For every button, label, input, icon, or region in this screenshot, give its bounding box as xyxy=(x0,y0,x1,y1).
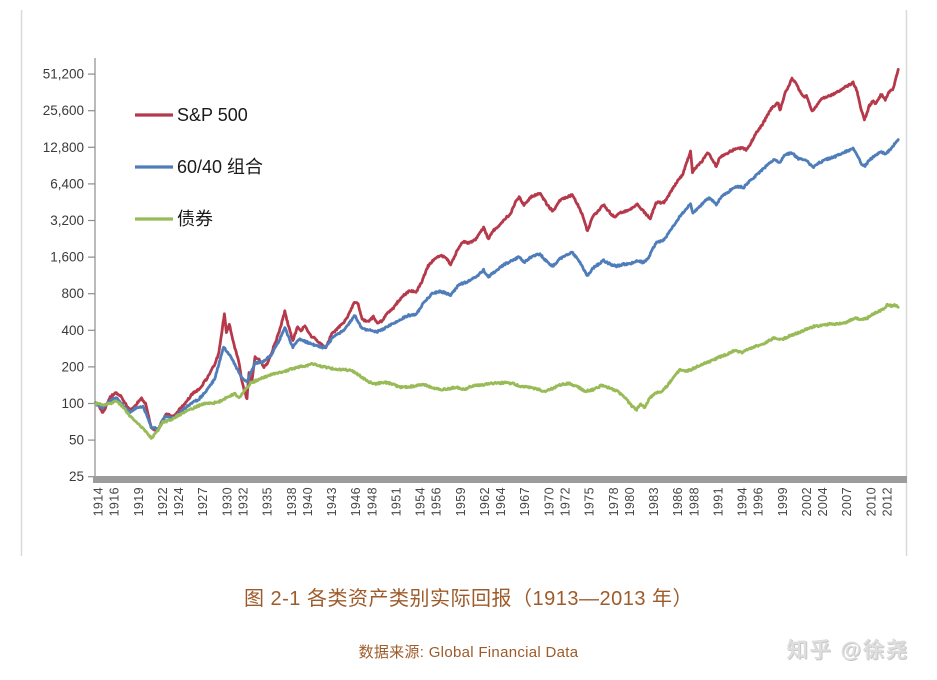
x-axis-label: 1914 xyxy=(92,487,106,516)
y-axis-label: 25 xyxy=(69,469,84,484)
x-axis-label: 1975 xyxy=(583,487,597,516)
x-axis-label: 1959 xyxy=(454,487,468,516)
x-axis-label: 1938 xyxy=(285,487,299,516)
y-axis-label: 200 xyxy=(61,359,84,374)
series-line-bonds xyxy=(94,302,900,440)
x-axis-label: 1930 xyxy=(220,487,234,516)
y-axis-label: 25,600 xyxy=(43,103,84,118)
x-axis-label: 1986 xyxy=(671,487,685,516)
x-axis-label: 1999 xyxy=(776,487,790,516)
x-axis-label: 1935 xyxy=(261,487,275,516)
x-axis-label: 1964 xyxy=(494,487,508,516)
x-axis-label: 2010 xyxy=(864,487,878,516)
y-axis-label: 51,200 xyxy=(43,67,84,82)
x-axis-label: 1927 xyxy=(196,487,210,516)
x-axis-label: 1991 xyxy=(711,487,725,516)
y-axis-label: 3,200 xyxy=(50,213,84,228)
y-axis-label: 1,600 xyxy=(50,250,84,265)
y-axis-label: 800 xyxy=(61,286,84,301)
x-axis-label: 1970 xyxy=(542,487,556,516)
series-line-60-40-portfolio xyxy=(94,138,900,431)
x-axis-label: 1972 xyxy=(559,487,573,516)
x-axis-label: 2012 xyxy=(881,487,895,516)
x-axis-label: 1948 xyxy=(365,487,379,516)
series-line-sp500 xyxy=(94,68,900,433)
x-axis-bar xyxy=(93,476,907,483)
figure-caption: 图 2-1 各类资产类别实际回报（1913—2013 年） xyxy=(243,588,694,610)
line-chart-svg: 51,200 25,600 12,800 6,400 3,200 1,600 800 400 2… xyxy=(20,10,908,556)
x-axis-label: 1962 xyxy=(478,487,492,516)
y-axis-label: 12,800 xyxy=(43,140,84,155)
x-axis-label: 2004 xyxy=(816,487,830,516)
x-axis-label: 1924 xyxy=(172,487,186,516)
y-axis-label: 400 xyxy=(61,323,84,338)
x-axis-label: 1980 xyxy=(623,487,637,516)
x-axis-label: 1978 xyxy=(607,487,621,516)
x-axis-label: 1932 xyxy=(237,487,251,516)
x-axis-label: 1954 xyxy=(414,487,428,516)
x-axis-label: 1946 xyxy=(349,487,363,516)
x-axis-label: 1943 xyxy=(325,487,339,516)
x-axis-label: 1956 xyxy=(430,487,444,516)
x-axis-label: 1983 xyxy=(647,487,661,516)
x-axis-label: 1994 xyxy=(736,487,750,516)
y-axis-label: 50 xyxy=(69,433,84,448)
x-axis-label: 1967 xyxy=(518,487,532,516)
legend-item-bonds: 债券 xyxy=(135,209,213,229)
y-axis-label: 6,400 xyxy=(50,176,84,191)
legend-item-sp500: S&P 500 xyxy=(135,105,248,125)
y-axis-label: 100 xyxy=(61,396,84,411)
legend-item-60-40-portfolio: 60/40 组合 xyxy=(135,157,263,177)
legend-label-bonds: 债券 xyxy=(177,209,213,229)
x-axis-label: 1996 xyxy=(752,487,766,516)
watermark: 知乎 @徐尧 xyxy=(786,639,909,662)
x-axis-label: 1988 xyxy=(687,487,701,516)
legend-label-sp500: S&P 500 xyxy=(177,105,248,125)
x-axis-label: 2007 xyxy=(840,487,854,516)
x-axis-label: 1919 xyxy=(132,487,146,516)
data-source-note: 数据来源: Global Financial Data xyxy=(358,644,579,661)
x-axis-label: 1940 xyxy=(301,487,315,516)
x-axis-label: 1922 xyxy=(156,487,170,516)
x-axis-label: 1951 xyxy=(389,487,403,516)
x-axis-label: 1916 xyxy=(108,487,122,516)
legend-label-60-40-portfolio: 60/40 组合 xyxy=(177,157,263,177)
chart-area: 51,200 25,600 12,800 6,400 3,200 1,600 800 400 2… xyxy=(20,10,908,556)
x-axis-label: 2002 xyxy=(800,487,814,516)
